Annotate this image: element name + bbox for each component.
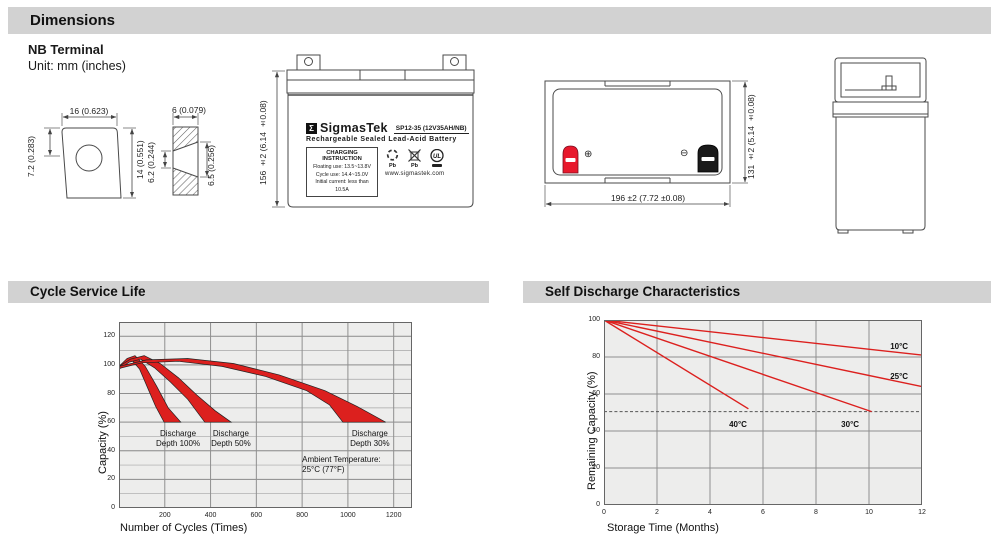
nb-terminal-title: NB Terminal [28, 42, 104, 57]
tick-label: 60 [107, 418, 115, 426]
brand-name: SigmasTek [320, 121, 388, 135]
label-subtitle: Rechargeable Sealed Lead-Acid Battery [306, 136, 457, 143]
sd-chart-ylabel: Remaining Capacity (%) [586, 371, 598, 491]
chart-annotation: Discharge Depth 50% [211, 429, 251, 449]
svg-text:Pb: Pb [411, 163, 419, 168]
tick-label: 12 [918, 509, 926, 516]
self-discharge-title: Self Discharge Characteristics [545, 284, 741, 299]
sigmastek-logo-icon: Σ [306, 123, 317, 134]
battery-top-view [540, 70, 755, 215]
tick-label: 20 [592, 464, 600, 471]
series-label: 30°C [841, 419, 860, 429]
tick-label: 4 [708, 509, 712, 516]
tick-label: 40 [592, 427, 600, 434]
website-url: www.sigmastek.com [385, 171, 445, 177]
cycle-chart-ylabel: Capacity (%) [97, 411, 109, 475]
tick-label: 40 [107, 446, 115, 454]
terminal-side-drawing [155, 98, 245, 210]
charging-instruction-box: CHARGING INSTRUCTION Floating use: 13.5~… [306, 147, 378, 198]
battery-front-view [270, 50, 485, 215]
tick-label: 400 [204, 512, 217, 519]
tick-label: 8 [814, 509, 818, 516]
series-30°C [604, 320, 872, 413]
tick-label: 80 [107, 389, 115, 397]
cycle-life-chart: 0 20 40 60 80 100 120 200 400 600 800 1000 1200 Disch… [103, 322, 412, 519]
tick-label: 200 [158, 512, 171, 519]
tick-label: 1000 [340, 512, 356, 519]
cycle-life-title: Cycle Service Life [30, 284, 146, 299]
tick-label: 80 [592, 353, 600, 360]
ul-mark-icon: UL [430, 149, 444, 167]
series-40°C [604, 320, 749, 410]
chart-annotation: Discharge Depth 100% [156, 429, 201, 449]
brand-row: Σ SigmasTek SP12-35 (12V35AH/NB) [306, 119, 470, 134]
battery-label: Σ SigmasTek SP12-35 (12V35AH/NB) Recharg… [306, 119, 470, 205]
tick-label: 2 [655, 509, 659, 516]
tick-label: 0 [596, 501, 600, 508]
self-discharge-chart: 0 20 40 60 80 100 0 2 4 6 8 10 12 10°C 25°C 30°C 40°C [588, 316, 926, 516]
tick-label: 1200 [385, 512, 402, 519]
battery-top-height-dim: 131 ±2 (5.14 ±0.08) [746, 94, 756, 180]
minus-terminal-symbol: ⊖ [680, 148, 689, 159]
terminal-side-left-dim: 6.2 (0.244) [146, 141, 156, 183]
tick-label: 100 [588, 316, 600, 323]
tick-label: 800 [296, 512, 308, 519]
tick-label: 600 [250, 512, 263, 519]
pb-bin-crossed-icon: Pb [408, 149, 421, 168]
battery-top-width-dim: 196 ±2 (7.72 ±0.08) [610, 193, 686, 203]
series-label: 10°C [890, 341, 909, 351]
self-discharge-section-header: Self Discharge Characteristics [523, 281, 991, 303]
tick-label: 100 [103, 360, 115, 368]
terminal-left-dim: 7.2 (0.283) [26, 135, 36, 177]
terminal-side-right-dim: 6.5 (0.256) [206, 144, 216, 186]
tick-label: 60 [592, 390, 600, 397]
tick-label: 0 [602, 509, 606, 516]
dimensions-section-header: Dimensions [8, 7, 991, 34]
battery-side-view [825, 50, 940, 235]
series-25°C [604, 320, 922, 388]
terminal-width-dim: 16 (0.623) [69, 106, 109, 116]
svg-text:UL: UL [433, 154, 441, 160]
terminal-side-width-dim: 6 (0.079) [171, 105, 207, 115]
charging-line: Floating use: 13.5~13.8V [313, 164, 371, 170]
unit-note: Unit: mm (inches) [28, 59, 126, 73]
chart-plot-area [119, 322, 412, 508]
tick-label: 120 [103, 332, 115, 340]
tick-label: 6 [761, 509, 765, 516]
series-label: 40°C [729, 419, 747, 429]
tick-label: 10 [865, 509, 873, 516]
cycle-chart-xlabel: Number of Cycles (Times) [120, 522, 248, 534]
terminal-front-drawing [30, 98, 150, 210]
chart-annotation: Discharge Depth 30% [350, 429, 390, 449]
band-Discharge Depth 30% [119, 358, 386, 423]
chart-plot-area [604, 320, 922, 505]
battery-height-dim: 156 ±2 (6.14 ±0.08) [258, 100, 268, 186]
charging-line: Initial current: less than 10.5A [315, 179, 369, 193]
series-label: 25°C [890, 371, 909, 381]
chart-annotation: Ambient Temperature: 25°C (77°F) [302, 455, 381, 475]
series-10°C [604, 320, 922, 356]
svg-text:Pb: Pb [389, 163, 397, 168]
charging-line: Cycle use: 14.4~15.0V [315, 171, 369, 178]
plus-terminal-symbol: ⊕ [584, 149, 593, 160]
cycle-life-section-header: Cycle Service Life [8, 281, 489, 303]
sd-chart-xlabel: Storage Time (Months) [607, 522, 719, 534]
charging-title: CHARGING INSTRUCTION [322, 150, 362, 162]
pb-recycle-icon: Pb [386, 149, 399, 168]
model-number: SP12-35 (12V35AH/NB) [393, 125, 469, 134]
terminal-height-dim: 14 (0.551) [135, 140, 145, 180]
tick-label: 20 [107, 475, 115, 483]
dimensions-title: Dimensions [30, 12, 116, 29]
tick-label: 0 [111, 504, 115, 511]
